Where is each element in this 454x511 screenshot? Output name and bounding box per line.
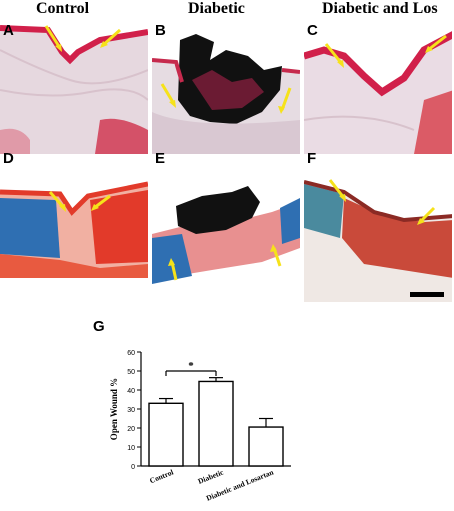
y-tick-label: 50 <box>127 369 135 376</box>
y-tick-label: 60 <box>127 350 135 357</box>
column-title-diabetic-losartan: Diabetic and Los <box>322 0 438 17</box>
panel-d-image <box>0 168 148 302</box>
panel-a-image <box>0 20 148 154</box>
panel-label-c: C <box>307 22 318 39</box>
x-tick-label: Control <box>148 468 174 486</box>
scale-bar <box>410 292 444 297</box>
bar <box>248 426 284 467</box>
panel-label-e: E <box>155 150 166 167</box>
y-tick-label: 30 <box>127 407 135 414</box>
y-tick-label: 40 <box>127 388 135 395</box>
panel-e-image <box>152 168 300 302</box>
y-tick-label: 10 <box>127 445 135 452</box>
column-title-diabetic: Diabetic <box>188 0 245 17</box>
arrow-icon <box>93 194 111 210</box>
panel-label-a: A <box>3 22 14 39</box>
x-tick-label: Diabetic <box>197 467 226 486</box>
y-tick-label: 20 <box>127 426 135 433</box>
column-title-control: Control <box>36 0 90 17</box>
panel-label-g: G <box>93 318 105 335</box>
panel-f-image <box>304 168 452 302</box>
arrow-icon <box>44 25 62 49</box>
panel-label-b: B <box>155 22 166 39</box>
arrow-icon <box>280 87 292 111</box>
panel-c-image <box>304 20 452 154</box>
arrow-icon <box>427 34 447 52</box>
arrow-icon <box>418 206 436 224</box>
significance-star: * <box>188 360 194 372</box>
panel-label-d: D <box>3 150 14 167</box>
panel-label-f: F <box>307 150 317 167</box>
arrow-icon <box>160 83 176 105</box>
bar <box>198 380 234 467</box>
open-wound-chart: 0 10 20 30 40 50 60 Open Wound % Control Diabetic… <box>95 318 325 506</box>
arrow-icon <box>324 43 344 65</box>
bar <box>148 402 184 467</box>
y-tick-label: 0 <box>131 464 135 471</box>
panel-b-image <box>152 20 300 154</box>
arrow-icon <box>328 179 346 199</box>
y-axis-label: Open Wound % <box>109 378 119 440</box>
